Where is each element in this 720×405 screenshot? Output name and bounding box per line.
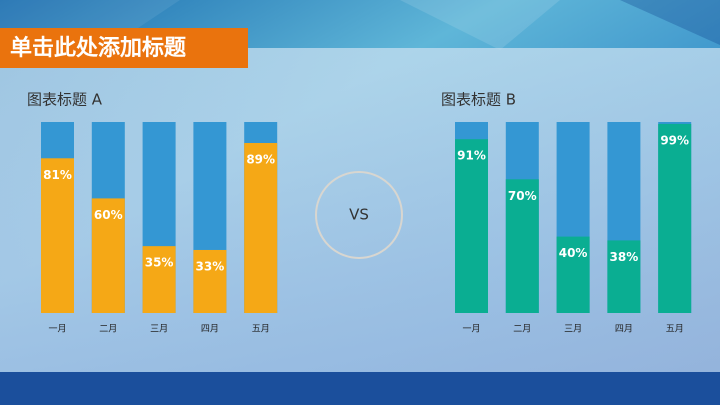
bar [142, 246, 176, 313]
value-label: 40% [559, 246, 588, 260]
chart-title: 图表标题 B [441, 91, 516, 109]
header-title: 单击此处添加标题 [10, 35, 187, 61]
value-label: 89% [246, 153, 275, 167]
bar [455, 139, 488, 313]
footer-band [0, 372, 720, 405]
x-tick-label: 五月 [666, 324, 684, 335]
x-tick-label: 四月 [201, 324, 219, 335]
x-tick-label: 四月 [615, 324, 633, 335]
x-tick-label: 三月 [150, 324, 168, 335]
x-tick-label: 二月 [513, 324, 531, 335]
x-tick-label: 二月 [99, 324, 117, 335]
x-tick-label: 三月 [564, 324, 582, 335]
bar [505, 179, 539, 313]
x-tick-label: 五月 [252, 324, 270, 335]
value-label: 60% [94, 208, 123, 222]
value-label: 99% [660, 133, 689, 147]
facet [620, 0, 720, 45]
bar [193, 249, 227, 313]
value-label: 35% [145, 256, 174, 270]
value-label: 38% [610, 250, 639, 264]
bar [556, 236, 590, 313]
vs-label: VS [349, 206, 369, 224]
chart-title: 图表标题 A [27, 91, 103, 109]
value-label: 91% [457, 149, 486, 163]
header-bar [0, 28, 248, 68]
bar [658, 123, 692, 313]
value-label: 33% [196, 259, 225, 273]
value-label: 70% [508, 189, 537, 203]
x-tick-label: 一月 [48, 324, 66, 335]
vs-circle [315, 171, 403, 259]
facet [400, 0, 560, 50]
bar [41, 158, 74, 313]
bar [244, 143, 278, 313]
bar [91, 198, 125, 313]
bar [607, 240, 641, 313]
x-tick-label: 一月 [462, 324, 480, 335]
value-label: 81% [43, 168, 72, 182]
